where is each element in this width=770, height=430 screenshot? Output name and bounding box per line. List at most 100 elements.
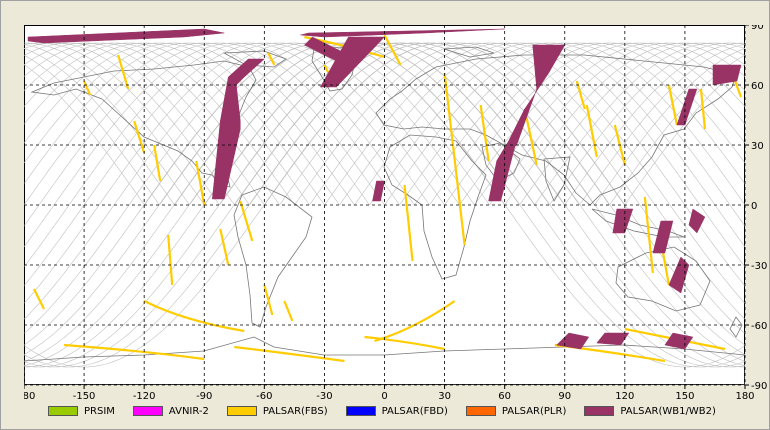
fbs-swath — [117, 54, 130, 90]
legend-item: AVNIR-2 — [132, 405, 209, 417]
orbit-track — [459, 42, 745, 206]
orbit-track — [489, 42, 745, 206]
legend-item: PRSIM — [48, 406, 115, 417]
orbit-track — [549, 42, 745, 206]
orbit-track — [24, 42, 370, 206]
orbit-track — [474, 42, 745, 206]
orbit-track — [24, 42, 250, 206]
legend-swatch — [465, 406, 496, 416]
legend: PRSIM AVNIR-2 PALSAR(FBS) PALSAR(FBD) PALSAR… — [48, 403, 734, 419]
orbit-track — [609, 54, 745, 206]
lon-tick-label: 60 — [498, 391, 511, 402]
lon-tick-label: 90 — [558, 391, 571, 402]
lon-tick-label: 180 — [735, 391, 754, 402]
fbs-swath — [585, 104, 598, 158]
legend-swatch — [584, 406, 615, 416]
wb-swath — [212, 120, 241, 200]
legend-label: PALSAR(FBS) — [262, 405, 328, 417]
fbs-swath — [263, 284, 274, 316]
wb-swath — [688, 208, 706, 234]
wb-swath — [488, 108, 525, 202]
legend-label: PALSAR(WB1/WB2) — [620, 405, 716, 417]
fbs-swath — [133, 120, 146, 154]
fbs-swath — [699, 88, 707, 130]
legend-swatch — [345, 406, 376, 416]
fbs-swath — [443, 72, 466, 246]
fbs-swath — [523, 108, 538, 166]
orbit-track — [24, 42, 610, 368]
lon-tick-label: -180 — [24, 391, 35, 402]
wb-swath — [220, 58, 265, 122]
fbs-swath — [667, 84, 678, 126]
legend-label: PALSAR(FBD) — [381, 405, 448, 417]
wb-swath — [300, 28, 505, 38]
legend-label: PALSAR(PLR) — [501, 405, 567, 417]
legend-label: AVNIR-2 — [168, 405, 209, 417]
orbit-track — [504, 42, 745, 206]
fbs-swath — [364, 335, 445, 351]
fbs-swath — [63, 343, 205, 361]
lon-tick-label: -30 — [316, 391, 332, 402]
wb-swath — [676, 88, 698, 126]
fbs-swath — [143, 300, 245, 333]
orbit-track — [594, 48, 745, 206]
lat-tick-label: 0 — [751, 201, 757, 212]
lat-tick-label: 90 — [751, 25, 764, 32]
orbit-track — [24, 42, 490, 334]
lon-tick-label: 0 — [381, 391, 387, 402]
world-map: -180 -150 -120 -90 -60 -30 0 30 60 90 120 150 180 90 6… — [24, 25, 767, 402]
lat-tick-label: -90 — [751, 381, 767, 392]
lon-tick-label: 30 — [438, 391, 451, 402]
fbs-swath — [479, 104, 490, 162]
orbit-track — [534, 42, 745, 206]
wb-swath — [712, 64, 742, 86]
lon-tick-label: -90 — [196, 391, 212, 402]
coverage-swaths — [27, 28, 743, 363]
orbit-track — [624, 64, 745, 206]
lon-tick-label: -120 — [133, 391, 156, 402]
legend-label: PRSIM — [84, 405, 115, 417]
fbs-swath — [403, 184, 414, 262]
orbit-track — [519, 42, 745, 206]
legend-swatch — [48, 406, 78, 416]
lat-tick-label: -60 — [751, 321, 767, 332]
wb-swath — [319, 36, 386, 88]
orbit-track — [579, 44, 745, 206]
legend-item: PALSAR(FBD) — [345, 405, 448, 417]
fbs-swath — [83, 80, 92, 96]
lat-tick-label: 60 — [751, 81, 764, 92]
legend-item: PALSAR(PLR) — [465, 405, 567, 417]
orbit-track — [444, 42, 745, 206]
fbs-swath — [234, 345, 345, 363]
lat-tick-label: 30 — [751, 141, 764, 152]
legend-swatch — [132, 406, 163, 416]
legend-item: PALSAR(WB1/WB2) — [584, 406, 716, 417]
fbs-swath — [283, 300, 294, 322]
wb-swath — [27, 28, 225, 44]
fbs-swath — [575, 80, 586, 110]
lon-tick-label: 150 — [675, 391, 694, 402]
wb-swath — [372, 180, 385, 202]
fbs-swath — [267, 52, 276, 66]
fbs-swath — [33, 288, 46, 310]
fbs-swath — [374, 300, 456, 343]
wb-swath — [664, 332, 694, 350]
fbs-swath — [219, 228, 230, 266]
fbs-swath — [195, 160, 206, 206]
lon-tick-label: -150 — [73, 391, 96, 402]
legend-swatch — [226, 406, 257, 416]
wb-swath — [612, 208, 634, 234]
lat-tick-label: -30 — [751, 261, 767, 272]
fbs-swath — [643, 196, 654, 274]
fbs-swath — [239, 200, 254, 242]
fbs-swath — [153, 144, 162, 182]
fbs-swath — [167, 234, 174, 286]
fbs-swath — [383, 34, 402, 66]
orbit-track — [399, 42, 745, 206]
lon-tick-label: 120 — [615, 391, 634, 402]
wb-swath — [596, 332, 630, 346]
wb-swath — [652, 220, 674, 254]
fbs-swath — [733, 80, 743, 98]
wb-swath — [668, 256, 690, 294]
lon-tick-label: -60 — [256, 391, 272, 402]
